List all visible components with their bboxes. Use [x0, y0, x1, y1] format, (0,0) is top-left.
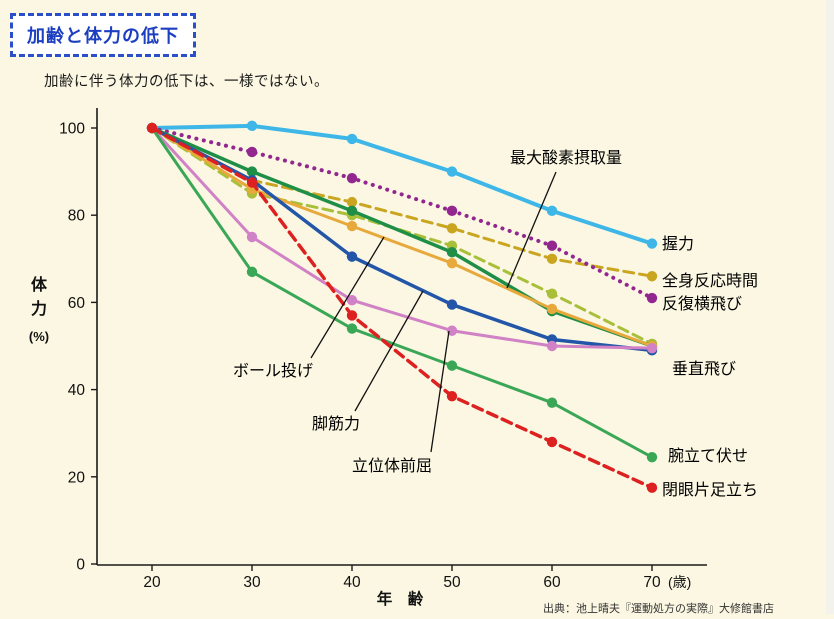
- label-pointer-trunk-flexion: [430, 330, 450, 453]
- data-point-push-up: [346, 323, 358, 334]
- data-point-grip: [246, 120, 258, 132]
- data-point-reaction-time: [346, 196, 358, 208]
- series-line-reaction-time: [150, 126, 654, 278]
- data-point-trunk-flexion: [646, 342, 658, 354]
- x-tick-label: 20: [143, 574, 161, 591]
- page-title: 加齢と体力の低下: [27, 26, 179, 46]
- data-point-side-step: [246, 146, 258, 158]
- data-point-reaction-time: [646, 271, 658, 282]
- data-point-ball-throw: [546, 303, 558, 315]
- y-axis-title: (%): [29, 329, 49, 344]
- x-axis-title: 年 齢: [377, 589, 424, 608]
- data-point-one-leg-balance: [346, 310, 358, 321]
- page-title-box: 加齢と体力の低下: [10, 13, 196, 57]
- y-tick-label: 0: [76, 557, 85, 574]
- y-tick-label: 40: [68, 382, 86, 399]
- data-point-push-up: [446, 360, 458, 371]
- data-point-trunk-flexion: [346, 295, 358, 306]
- data-point-trunk-flexion: [246, 231, 258, 243]
- series-line-vertical-jump: [150, 126, 654, 348]
- data-point-ball-throw: [446, 257, 458, 269]
- data-point-trunk-flexion: [546, 340, 558, 352]
- page-subtitle: 加齢に伴う体力の低下は、一様ではない。: [44, 74, 329, 90]
- series-label-side-step: 反復横飛び: [662, 295, 742, 313]
- data-point-side-step: [546, 240, 558, 251]
- series-label-vertical-jump: 垂直飛び: [672, 360, 736, 378]
- label-pointer-ball-throw: [310, 236, 385, 359]
- data-point-side-step: [646, 292, 658, 304]
- data-point-push-up: [646, 451, 658, 463]
- y-tick-label: 100: [59, 121, 85, 138]
- series-label-vo2max: 最大酸素摂取量: [510, 149, 622, 167]
- series-label-ball-throw: ボール投げ: [233, 362, 313, 380]
- data-point-vertical-jump: [446, 247, 458, 258]
- y-axis-title: 力: [31, 299, 47, 318]
- series-line-one-leg-balance: [150, 126, 654, 490]
- y-tick-label: 80: [68, 208, 86, 225]
- data-point-ball-throw: [346, 220, 358, 232]
- data-point-one-leg-balance: [446, 390, 458, 402]
- x-tick-label: 50: [443, 574, 461, 591]
- data-point-one-leg-balance: [646, 482, 658, 493]
- series-line-grip: [150, 123, 654, 246]
- x-tick-label: 40: [343, 574, 361, 591]
- series-label-trunk-flexion: 立位体前屈: [352, 457, 432, 475]
- y-tick-label: 20: [68, 469, 86, 486]
- data-point-reaction-time: [446, 223, 458, 234]
- data-point-grip: [546, 205, 558, 217]
- data-point-one-leg-balance: [246, 177, 258, 188]
- data-point-leg-strength: [346, 251, 358, 262]
- series-line-leg-strength: [150, 126, 654, 353]
- series-label-grip: 握力: [662, 235, 694, 253]
- data-point-trunk-flexion: [446, 325, 458, 336]
- data-point-push-up: [546, 397, 558, 408]
- data-point-vertical-jump: [346, 205, 358, 217]
- series-label-leg-strength: 脚筋力: [312, 415, 360, 433]
- data-point-grip: [446, 166, 458, 177]
- series-label-push-up: 腕立て伏せ: [668, 447, 748, 465]
- series-line-push-up: [150, 126, 654, 459]
- data-point-one-leg-balance: [146, 122, 158, 134]
- data-point-side-step: [346, 172, 358, 184]
- series-line-trunk-flexion: [150, 126, 654, 350]
- label-pointer-vo2max: [506, 171, 557, 289]
- data-point-vo2max: [546, 288, 558, 299]
- x-unit-label: (歳): [668, 574, 691, 590]
- y-axis-title: 体: [31, 275, 48, 294]
- series-line-ball-throw: [150, 126, 654, 348]
- label-pointer-leg-strength: [354, 290, 424, 412]
- y-tick-label: 60: [68, 295, 86, 312]
- series-label-reaction-time: 全身反応時間: [662, 272, 758, 290]
- page-edge-strip: [826, 0, 834, 614]
- data-point-side-step: [446, 205, 458, 217]
- series-label-one-leg-balance: 閉眼片足立ち: [662, 481, 758, 499]
- data-point-leg-strength: [446, 299, 458, 310]
- data-point-grip: [346, 133, 358, 145]
- series-line-side-step: [150, 126, 654, 301]
- x-tick-label: 60: [543, 574, 561, 591]
- data-point-vertical-jump: [246, 166, 258, 177]
- x-tick-label: 70: [643, 574, 661, 591]
- source-note: 出典：池上晴夫『運動処方の実際』大修館書店: [543, 603, 774, 615]
- data-point-push-up: [246, 266, 258, 278]
- data-point-reaction-time: [546, 253, 558, 264]
- data-point-grip: [646, 238, 658, 249]
- data-point-one-leg-balance: [546, 436, 558, 448]
- x-tick-label: 30: [243, 574, 261, 591]
